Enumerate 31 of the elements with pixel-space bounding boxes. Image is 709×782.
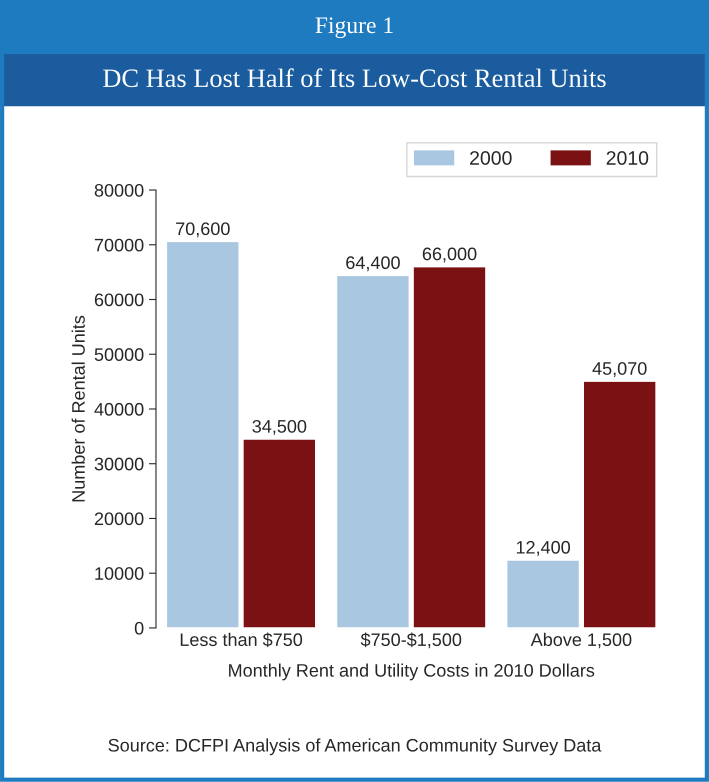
y-tick-label: 80000 xyxy=(94,184,144,197)
legend-label: 2010 xyxy=(606,151,648,165)
y-tick-label: 60000 xyxy=(94,293,144,306)
y-tick-label: 0 xyxy=(134,622,144,635)
chart-subtitle: DC Has Lost Half of Its Low-Cost Rental Units xyxy=(103,68,606,88)
bar xyxy=(242,438,316,628)
y-tick-label: 70000 xyxy=(94,238,144,252)
bar xyxy=(336,274,410,628)
x-tick-label: Above 1,500 xyxy=(530,632,632,648)
data-label: 34,500 xyxy=(252,420,306,435)
bar xyxy=(582,380,657,628)
bar xyxy=(166,240,240,628)
y-tick-label: 40000 xyxy=(94,402,144,416)
bar xyxy=(412,266,487,628)
data-label: 66,000 xyxy=(422,248,476,262)
bar xyxy=(506,559,580,628)
y-tick-label: 20000 xyxy=(94,512,144,526)
y-tick-label: 50000 xyxy=(94,348,144,361)
y-tick-label: 10000 xyxy=(95,567,144,580)
x-axis-title: Monthly Rent and Utility Costs in 2010 Dollars xyxy=(229,664,594,680)
y-tick-label: 30000 xyxy=(94,458,144,470)
chart-title: Figure 1 xyxy=(316,17,393,38)
data-label: 45,070 xyxy=(592,362,647,378)
data-label: 12,400 xyxy=(516,540,570,556)
legend-label: 2000 xyxy=(470,151,512,165)
source-note: Source: DCFPI Analysis of American Community Survey Data xyxy=(108,738,602,756)
x-tick-label: $750-$1,500 xyxy=(360,632,462,648)
y-axis-title: Number of Rental Units xyxy=(72,316,85,502)
data-label: 70,600 xyxy=(176,222,230,238)
x-tick-label: Less than $750 xyxy=(180,632,302,648)
data-label: 64,400 xyxy=(346,256,400,272)
